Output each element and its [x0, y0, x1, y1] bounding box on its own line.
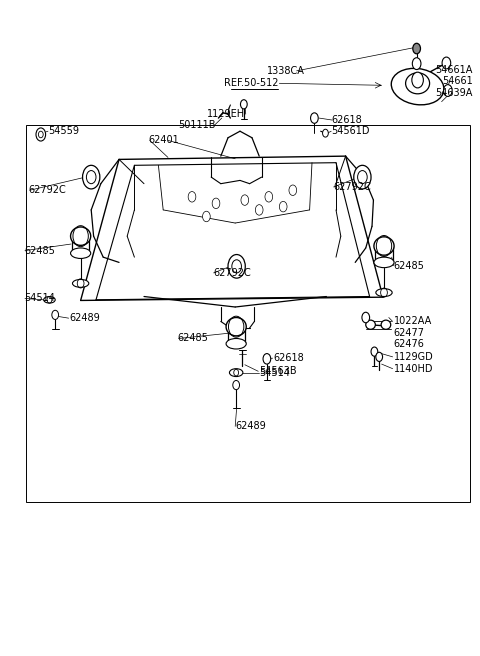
Text: 62792C: 62792C [334, 182, 372, 192]
Ellipse shape [44, 297, 55, 303]
Ellipse shape [376, 289, 392, 297]
Circle shape [263, 354, 271, 364]
Circle shape [371, 347, 378, 356]
Text: 54563B: 54563B [259, 366, 297, 377]
Circle shape [444, 85, 452, 96]
Text: 54514: 54514 [24, 293, 55, 304]
Text: 62477: 62477 [394, 328, 425, 338]
Circle shape [83, 165, 100, 189]
Circle shape [240, 100, 247, 109]
Ellipse shape [226, 318, 246, 336]
Text: 1129EH: 1129EH [207, 109, 245, 119]
Circle shape [52, 310, 59, 319]
Circle shape [265, 192, 273, 202]
Ellipse shape [226, 338, 246, 349]
Text: 54661A: 54661A [435, 65, 473, 75]
Text: 62618: 62618 [331, 115, 362, 125]
Circle shape [279, 201, 287, 212]
Text: 62401: 62401 [149, 135, 180, 146]
Text: 62489: 62489 [70, 313, 100, 323]
Circle shape [212, 198, 220, 209]
Text: 54514: 54514 [259, 367, 290, 378]
Circle shape [376, 352, 383, 361]
Ellipse shape [71, 227, 91, 245]
Text: 54661: 54661 [442, 75, 473, 86]
Ellipse shape [381, 320, 391, 329]
Circle shape [241, 195, 249, 205]
Ellipse shape [406, 73, 430, 94]
Circle shape [228, 255, 245, 278]
Text: 62618: 62618 [274, 353, 304, 363]
Text: 62792C: 62792C [29, 185, 67, 195]
Text: 50111B: 50111B [179, 119, 216, 130]
Text: 62476: 62476 [394, 338, 424, 349]
Circle shape [412, 58, 421, 70]
Text: 1022AA: 1022AA [394, 316, 432, 327]
Text: REF.50-512: REF.50-512 [224, 78, 278, 89]
Text: 62489: 62489 [235, 421, 266, 432]
Text: 54639A: 54639A [435, 88, 473, 98]
Circle shape [203, 211, 210, 222]
Circle shape [354, 165, 371, 189]
Text: 62485: 62485 [394, 260, 424, 271]
Ellipse shape [391, 68, 444, 105]
Ellipse shape [366, 320, 375, 329]
Circle shape [362, 312, 370, 323]
Circle shape [442, 57, 451, 69]
Text: 62485: 62485 [24, 245, 55, 256]
Circle shape [412, 72, 423, 88]
Circle shape [323, 129, 328, 137]
Text: REF.50-512: REF.50-512 [224, 78, 278, 89]
Circle shape [289, 185, 297, 195]
Bar [26, 125, 470, 502]
Ellipse shape [374, 237, 394, 255]
Circle shape [36, 128, 46, 141]
Text: 54561D: 54561D [331, 126, 370, 136]
Circle shape [413, 43, 420, 54]
Circle shape [188, 192, 196, 202]
Ellipse shape [374, 257, 394, 268]
Text: 1140HD: 1140HD [394, 363, 433, 374]
Ellipse shape [72, 279, 89, 287]
Circle shape [311, 113, 318, 123]
Ellipse shape [229, 369, 243, 377]
Text: 62792C: 62792C [214, 268, 252, 278]
Text: 1338CA: 1338CA [267, 66, 305, 76]
Text: 62485: 62485 [178, 333, 208, 344]
Text: 54559: 54559 [48, 126, 79, 136]
Circle shape [255, 205, 263, 215]
Ellipse shape [71, 248, 91, 258]
Text: 1129GD: 1129GD [394, 352, 433, 362]
Circle shape [233, 380, 240, 390]
